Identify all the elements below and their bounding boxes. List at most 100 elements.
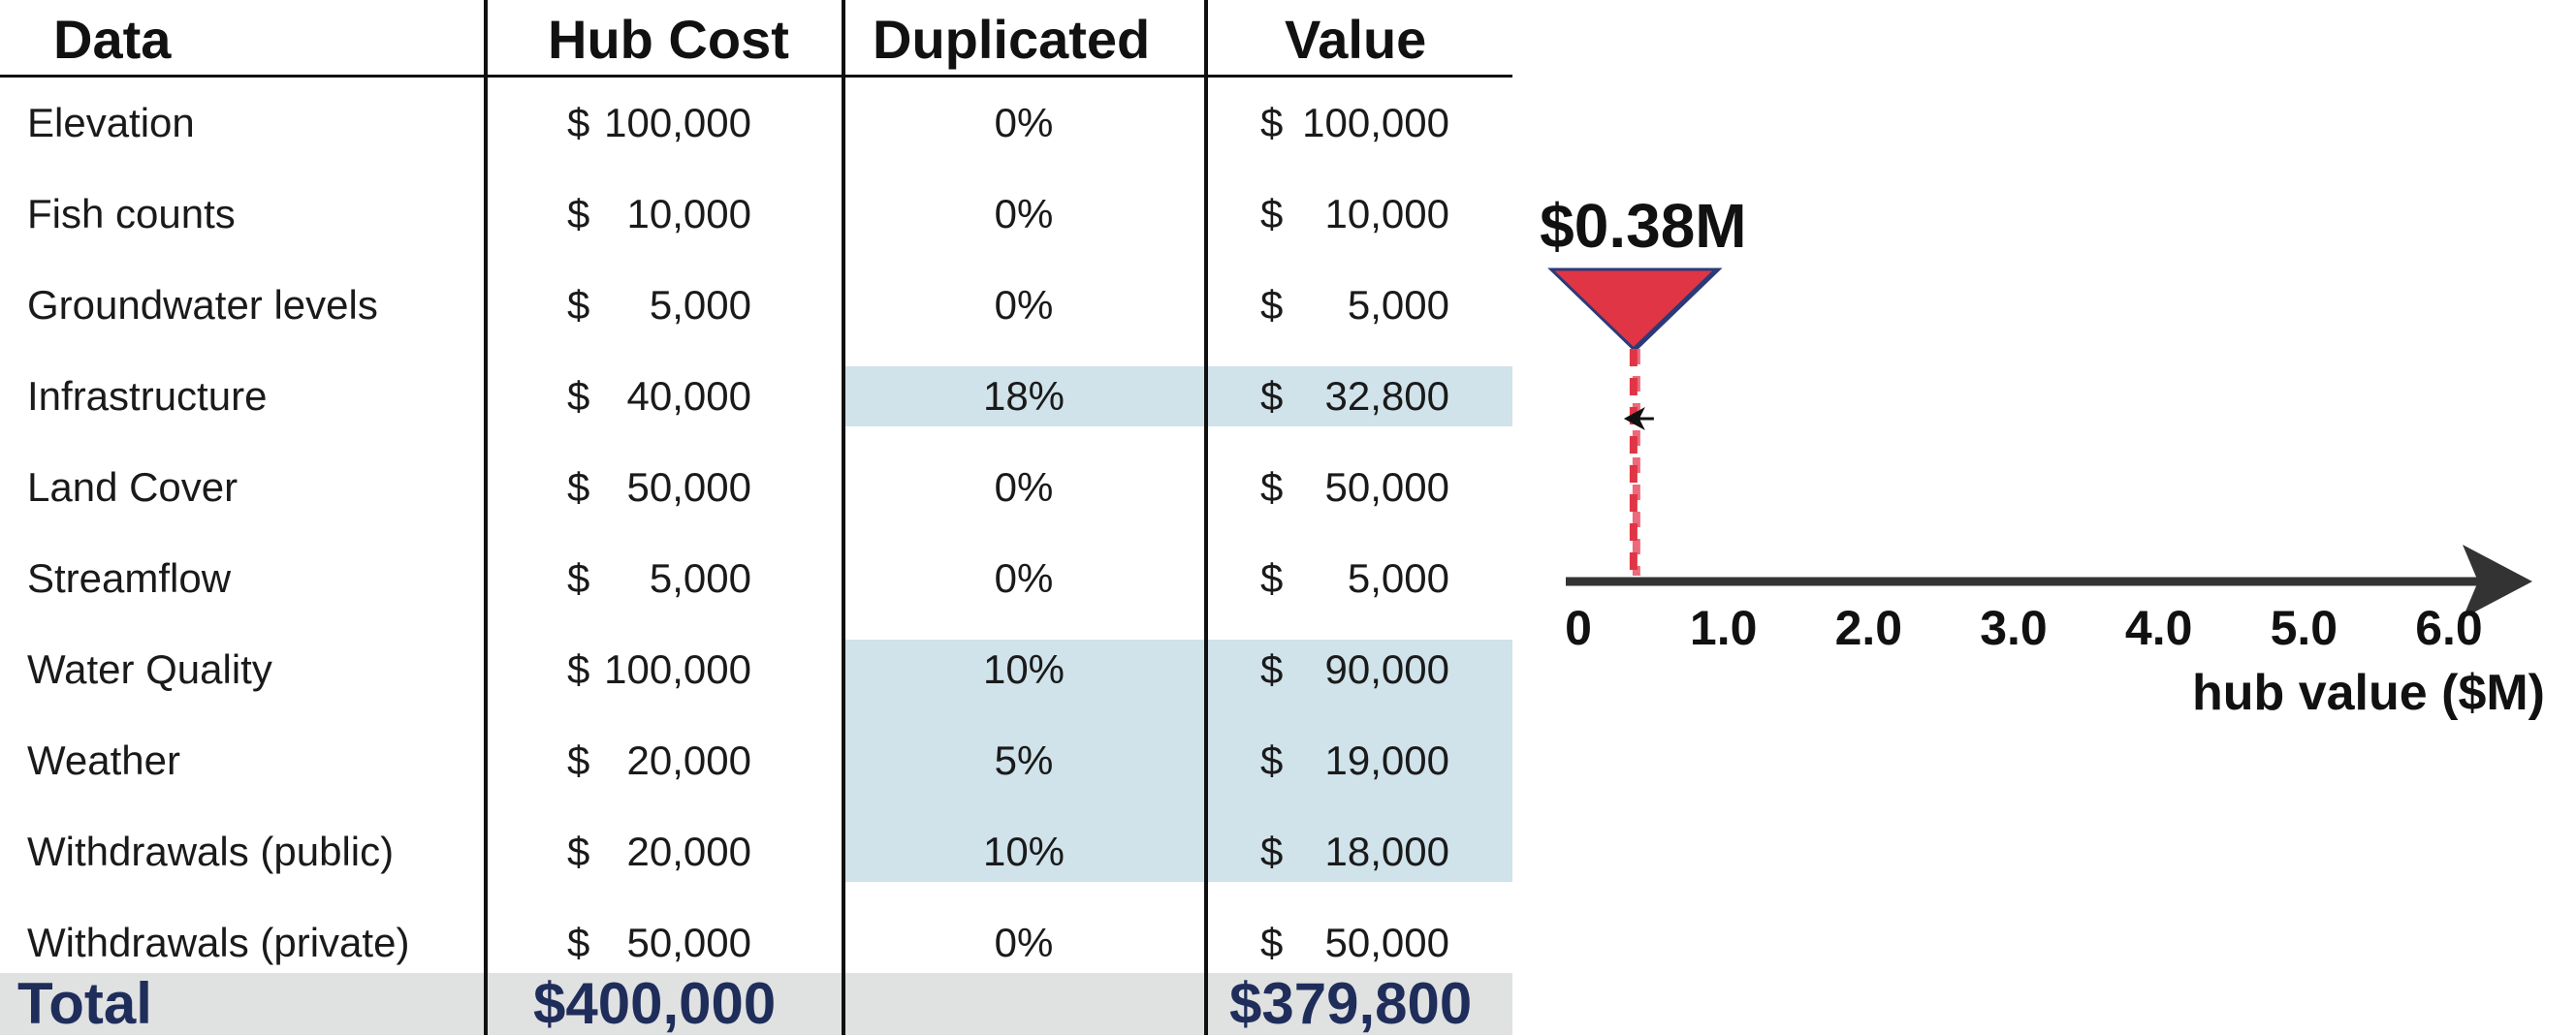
row-value: $18,000 xyxy=(1260,806,1449,897)
table-row: Water Quality $100,000 10% $90,000 xyxy=(0,624,1512,715)
header-data: Data xyxy=(53,9,172,70)
value-amount: 90,000 xyxy=(1324,646,1449,692)
value-currency: $ xyxy=(1260,100,1284,145)
value-currency: $ xyxy=(1260,920,1284,965)
row-hub-cost: $20,000 xyxy=(567,715,751,806)
value-currency: $ xyxy=(1260,646,1284,692)
row-data-name: Elevation xyxy=(27,100,195,145)
row-duplicated: 0% xyxy=(994,191,1054,236)
value-currency: $ xyxy=(1260,191,1284,236)
row-hub-cost: $40,000 xyxy=(567,351,751,442)
value-amount: 10,000 xyxy=(1324,191,1449,236)
cost-amount: 5,000 xyxy=(649,282,751,328)
row-data-name: Fish counts xyxy=(27,191,236,236)
value-currency: $ xyxy=(1260,829,1284,874)
duplicate-highlight xyxy=(1208,640,1512,715)
row-value: $5,000 xyxy=(1260,533,1449,624)
row-duplicated: 0% xyxy=(994,920,1054,965)
cost-currency: $ xyxy=(567,191,590,236)
row-data-name: Groundwater levels xyxy=(27,282,378,328)
duplicate-highlight xyxy=(1208,806,1512,882)
table-row: Withdrawals (private) $50,000 0% $50,000 xyxy=(0,897,1512,989)
row-hub-cost: $50,000 xyxy=(567,897,751,989)
value-amount: 100,000 xyxy=(1302,100,1449,145)
column-divider xyxy=(842,0,845,1035)
value-amount: 18,000 xyxy=(1324,829,1449,874)
cost-currency: $ xyxy=(567,738,590,783)
marker-current: $0.38M xyxy=(1540,191,1747,576)
total-label: Total xyxy=(17,971,152,1036)
column-divider xyxy=(484,0,488,1035)
duplicate-highlight xyxy=(1208,366,1512,426)
value-amount: 32,800 xyxy=(1324,373,1449,419)
value-amount: 5,000 xyxy=(1347,282,1449,328)
value-amount: 50,000 xyxy=(1324,920,1449,965)
x-tick-label: 6.0 xyxy=(2415,601,2483,655)
value-currency: $ xyxy=(1260,738,1284,783)
row-hub-cost: $5,000 xyxy=(567,260,751,351)
hub-cost-table: Data Hub Cost Duplicated Value Elevation… xyxy=(0,0,1512,1035)
duplicate-highlight xyxy=(844,806,1204,882)
table-row: Streamflow $5,000 0% $5,000 xyxy=(0,533,1512,624)
total-value: $379,800 xyxy=(1229,971,1473,1036)
duplicate-highlight xyxy=(844,366,1204,426)
table-header: Data Hub Cost Duplicated Value xyxy=(0,0,1512,76)
cost-amount: 100,000 xyxy=(604,646,751,692)
row-duplicated: 10% xyxy=(982,646,1065,692)
row-data-name: Withdrawals (public) xyxy=(27,829,395,874)
column-divider xyxy=(1204,0,1208,1035)
cost-amount: 40,000 xyxy=(626,373,751,419)
row-value: $100,000 xyxy=(1260,78,1449,169)
row-data-name: Weather xyxy=(27,738,180,783)
row-data-name: Infrastructure xyxy=(27,373,268,419)
x-tick-label: 0 xyxy=(1565,601,1592,655)
table-row: Land Cover $50,000 0% $50,000 xyxy=(0,442,1512,533)
hub-value-number-line: 0 1.0 2.0 3.0 4.0 5.0 6.0 hub value ($M) $0.38M xyxy=(1540,191,2545,721)
header-value: Value xyxy=(1285,9,1427,70)
cost-currency: $ xyxy=(567,464,590,510)
row-data-name: Streamflow xyxy=(27,555,232,601)
x-axis-label: hub value ($M) xyxy=(2192,665,2545,721)
cost-currency: $ xyxy=(567,282,590,328)
row-value: $50,000 xyxy=(1260,897,1449,989)
cost-amount: 10,000 xyxy=(626,191,751,236)
x-tick-label: 2.0 xyxy=(1835,601,1903,655)
row-value: $19,000 xyxy=(1260,715,1449,806)
x-axis-arrowhead xyxy=(2463,545,2532,618)
row-data-name: Land Cover xyxy=(27,464,239,510)
cost-currency: $ xyxy=(567,829,590,874)
row-duplicated: 0% xyxy=(994,464,1054,510)
row-data-name: Water Quality xyxy=(27,646,272,692)
value-currency: $ xyxy=(1260,555,1284,601)
cost-currency: $ xyxy=(567,555,590,601)
table-row: Elevation $100,000 0% $100,000 xyxy=(0,78,1512,169)
duplicate-highlight xyxy=(844,640,1204,715)
table-row: Weather $20,000 5% $19,000 xyxy=(0,715,1512,806)
row-hub-cost: $5,000 xyxy=(567,533,751,624)
x-tick-label: 4.0 xyxy=(2125,601,2193,655)
value-amount: 50,000 xyxy=(1324,464,1449,510)
cost-amount: 20,000 xyxy=(626,738,751,783)
row-duplicated: 0% xyxy=(994,100,1054,145)
x-tick-label: 1.0 xyxy=(1690,601,1758,655)
row-hub-cost: $100,000 xyxy=(567,624,751,715)
row-value: $5,000 xyxy=(1260,260,1449,351)
row-hub-cost: $100,000 xyxy=(567,78,751,169)
header-hub-cost: Hub Cost xyxy=(548,9,789,70)
cost-currency: $ xyxy=(567,100,590,145)
table-row: Withdrawals (public) $20,000 10% $18,000 xyxy=(0,806,1512,897)
row-duplicated: 5% xyxy=(994,738,1054,783)
table-row: Groundwater levels $5,000 0% $5,000 xyxy=(0,260,1512,351)
row-value: $32,800 xyxy=(1260,351,1449,442)
row-duplicated: 0% xyxy=(994,282,1054,328)
value-currency: $ xyxy=(1260,282,1284,328)
value-currency: $ xyxy=(1260,373,1284,419)
row-hub-cost: $50,000 xyxy=(567,442,751,533)
duplicate-highlight xyxy=(1208,715,1512,806)
cost-currency: $ xyxy=(567,646,590,692)
hub-value-chart: 0 1.0 2.0 3.0 4.0 5.0 6.0 hub value ($M) $0.38M xyxy=(1512,0,2576,1035)
cost-amount: 5,000 xyxy=(649,555,751,601)
cost-amount: 50,000 xyxy=(626,920,751,965)
x-tick-label: 5.0 xyxy=(2271,601,2338,655)
row-duplicated: 18% xyxy=(982,373,1065,419)
